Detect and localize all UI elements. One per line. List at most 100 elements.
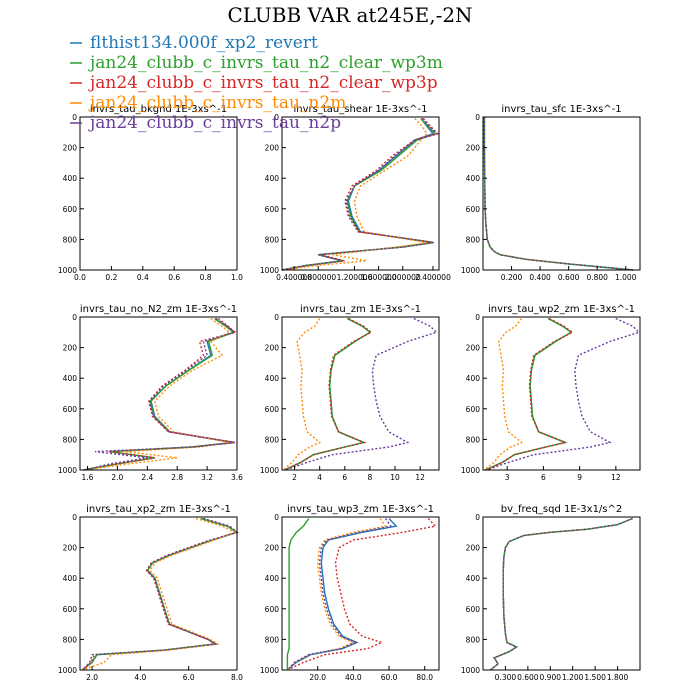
y-tick-label: 1000 <box>461 266 480 275</box>
series-line-4 <box>282 318 322 471</box>
y-tick-label: 0 <box>274 313 279 322</box>
y-tick-label: 400 <box>63 374 78 383</box>
y-tick-label: 800 <box>466 435 481 444</box>
y-tick-label: 800 <box>265 635 280 644</box>
y-tick-label: 0 <box>72 513 77 522</box>
y-tick-label: 800 <box>63 435 78 444</box>
y-tick-label: 200 <box>265 144 280 153</box>
x-tick-label: 0.600 <box>558 273 580 282</box>
series-line-3 <box>485 317 574 471</box>
panel-title: invrs_tau_shear 1E-3xs^-1 <box>294 104 428 115</box>
y-tick-label: 1000 <box>260 266 279 275</box>
plot-frame <box>281 316 440 471</box>
series-line-5 <box>83 317 237 471</box>
x-tick-label: 10 <box>390 473 400 482</box>
x-tick-label: 8 <box>368 473 373 482</box>
x-tick-label: 3.6 <box>231 473 243 482</box>
x-tick-label: 0.4 <box>137 273 149 282</box>
x-tick-label: 2.0 <box>111 473 123 482</box>
series-line-4 <box>286 518 387 671</box>
panel-3: invrs_tau_sfc 1E-3xs^-1 0 200 400 600 800 1000… <box>461 104 641 282</box>
series-line-4 <box>83 317 231 471</box>
y-tick-label: 800 <box>265 235 280 244</box>
panel-2: invrs_tau_shear 1E-3xs^-1 0 200 400 600 800 10… <box>260 104 451 282</box>
x-tick-label: 0.2 <box>105 273 117 282</box>
y-tick-label: 0 <box>475 313 480 322</box>
x-tick-label: 0.800000 <box>300 273 336 282</box>
y-tick-label: 200 <box>265 544 280 553</box>
y-tick-label: 400 <box>63 574 78 583</box>
y-tick-label: 0 <box>475 513 480 522</box>
series-line-3 <box>490 517 633 671</box>
x-tick-label: 1.600000 <box>361 273 397 282</box>
x-tick-label: 2.8 <box>171 473 183 482</box>
plot-frame <box>79 516 238 671</box>
y-tick-label: 1000 <box>461 666 480 675</box>
y-tick-label: 0 <box>72 313 77 322</box>
x-tick-label: 1.200 <box>562 673 584 682</box>
y-tick-label: 600 <box>466 405 481 414</box>
x-tick-label: 1.500 <box>584 673 606 682</box>
series-line-3 <box>483 117 633 271</box>
y-tick-label: 600 <box>466 605 481 614</box>
y-tick-label: 0 <box>72 113 77 122</box>
panel-4: invrs_tau_no_N2_zm 1E-3xs^-10 200 400 600 80… <box>58 304 243 482</box>
y-tick-label: 1000 <box>260 666 279 675</box>
series-line-3 <box>287 518 437 671</box>
y-tick-label: 800 <box>265 435 280 444</box>
panel-title: invrs_tau_bkgnd 1E-3xs^-1 <box>90 104 227 115</box>
y-tick-label: 200 <box>466 344 481 353</box>
legend-item: jan24_clubb_c_invrs_tau_n2_clear_wp3m <box>70 53 443 73</box>
panel-title: invrs_tau_no_N2_zm 1E-3xs^-1 <box>80 304 237 315</box>
series-line-4 <box>490 517 633 671</box>
legend-label: jan24_clubb_c_invrs_tau_n2_clear_wp3m <box>88 53 443 73</box>
x-tick-label: 4 <box>317 473 322 482</box>
panel-8: invrs_tau_wp3_zm 1E-3xs^-1 0 200 400 600 800 1… <box>260 504 440 682</box>
x-tick-label: 6 <box>342 473 347 482</box>
legend: flthist134.000f_xp2_revertjan24_clubb_c_… <box>70 33 443 133</box>
panel-6: invrs_tau_wp2_zm 1E-3xs^-1 0 200 400 600 800 1… <box>461 304 641 482</box>
y-tick-label: 800 <box>466 235 481 244</box>
legend-item: jan24_clubb_c_invrs_tau_n2_clear_wp3p <box>70 73 438 93</box>
series-line-2 <box>483 117 633 271</box>
x-tick-label: 0.400000 <box>276 273 312 282</box>
x-tick-label: 3 <box>505 473 510 482</box>
legend-item: flthist134.000f_xp2_revert <box>70 33 318 53</box>
y-tick-label: 600 <box>265 205 280 214</box>
y-tick-label: 200 <box>265 344 280 353</box>
figure-title: CLUBB VAR at245E,-2N <box>227 3 472 27</box>
y-tick-label: 200 <box>466 144 481 153</box>
series-line-4 <box>281 118 428 271</box>
x-tick-label: 0.200 <box>501 273 523 282</box>
y-tick-label: 600 <box>466 205 481 214</box>
x-tick-label: 80.0 <box>416 673 433 682</box>
panel-title: bv_freq_sqd 1E-3x1/s^2 <box>501 504 623 515</box>
x-tick-label: 2.000000 <box>385 273 421 282</box>
series-line-5 <box>490 517 633 671</box>
panel-1: invrs_tau_bkgnd 1E-3xs^-1 0 200 400 600 800 10… <box>58 104 243 282</box>
y-tick-label: 0 <box>274 513 279 522</box>
legend-label: jan24_clubb_c_invrs_tau_n2m <box>88 93 346 113</box>
panel-title: invrs_tau_sfc 1E-3xs^-1 <box>501 104 621 115</box>
series-line-4 <box>82 517 237 671</box>
y-tick-label: 400 <box>265 374 280 383</box>
legend-item: jan24_clubb_c_invrs_tau_n2p <box>70 113 341 133</box>
series-line-4 <box>483 117 633 271</box>
series-line-2 <box>490 517 633 671</box>
plot-frame <box>281 516 440 671</box>
series-line-5 <box>281 118 440 271</box>
legend-item: jan24_clubb_c_invrs_tau_n2m <box>70 93 346 113</box>
legend-label: jan24_clubb_c_invrs_tau_n2_clear_wp3p <box>88 73 438 93</box>
x-tick-label: 1.800 <box>607 673 629 682</box>
x-tick-label: 2.400000 <box>415 273 451 282</box>
x-tick-label: 1.200000 <box>337 273 373 282</box>
y-tick-label: 1000 <box>58 666 77 675</box>
series-line-5 <box>286 518 392 671</box>
y-tick-label: 400 <box>265 574 280 583</box>
x-tick-label: 2.4 <box>141 473 153 482</box>
panel-9: bv_freq_sqd 1E-3x1/s^2 0 200 400 600 800 1000 0… <box>461 504 641 682</box>
y-tick-label: 200 <box>63 144 78 153</box>
y-tick-label: 400 <box>63 174 78 183</box>
panel-title: invrs_tau_xp2_zm 1E-3xs^-1 <box>86 504 231 515</box>
x-tick-label: 12 <box>415 473 425 482</box>
